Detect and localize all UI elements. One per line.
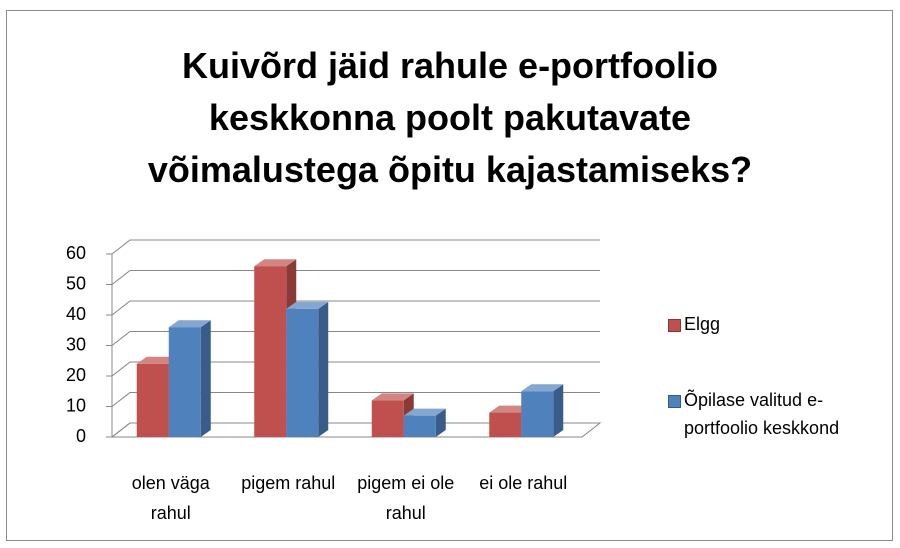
- grid-line: [111, 270, 600, 285]
- bar: [371, 393, 414, 437]
- x-tick-label: pigem ei ole rahul: [357, 473, 455, 523]
- bar-front: [168, 327, 201, 437]
- bar-front: [371, 400, 404, 437]
- y-tick-label: 20: [66, 365, 86, 385]
- bar-top: [489, 405, 532, 413]
- bar-side: [553, 384, 564, 437]
- x-tick-label: pigem rahul: [241, 473, 336, 493]
- bar: [403, 408, 446, 437]
- legend-label: Elgg: [684, 314, 721, 334]
- bar: [286, 301, 329, 437]
- grid-line: [111, 361, 600, 377]
- bar-top: [254, 259, 297, 267]
- bar-front: [136, 363, 169, 437]
- grid-line: [111, 239, 600, 255]
- legend-label: Õpilase valitud e-portfoolio keskkond: [684, 390, 840, 438]
- y-tick-label: 60: [66, 243, 86, 263]
- bar-front: [489, 412, 522, 437]
- bar-side: [318, 301, 329, 437]
- x-tick-label: olen väga rahul: [131, 473, 210, 523]
- bar-front: [403, 415, 436, 437]
- bar-top: [168, 320, 211, 328]
- bar-top: [286, 301, 329, 309]
- chart-frame: [6, 10, 893, 541]
- bar-front: [286, 308, 319, 437]
- bar-side: [435, 408, 446, 437]
- bar-top: [136, 356, 179, 364]
- bar: [168, 320, 211, 437]
- grid-line: [111, 392, 600, 407]
- y-tick-label: 30: [66, 334, 86, 354]
- bar-top: [521, 384, 564, 392]
- x-tick-label: ei ole rahul: [479, 473, 568, 493]
- legend-swatch: [668, 319, 681, 332]
- bar-front: [521, 391, 554, 437]
- bar-side: [200, 320, 211, 437]
- bar-top: [403, 408, 446, 416]
- y-tick-label: 40: [66, 304, 86, 324]
- y-tick-label: 50: [66, 273, 86, 293]
- bar-front: [254, 266, 287, 437]
- grid-line: [111, 331, 600, 346]
- bar: [521, 384, 564, 437]
- bar-top: [371, 393, 414, 401]
- y-tick-label: 10: [66, 395, 86, 415]
- y-tick-label: 0: [76, 426, 86, 446]
- legend-swatch: [668, 395, 681, 408]
- chart-title: Kuivõrd jäid rahule e-portfoolio keskkon…: [147, 45, 753, 190]
- grid-line: [111, 300, 600, 316]
